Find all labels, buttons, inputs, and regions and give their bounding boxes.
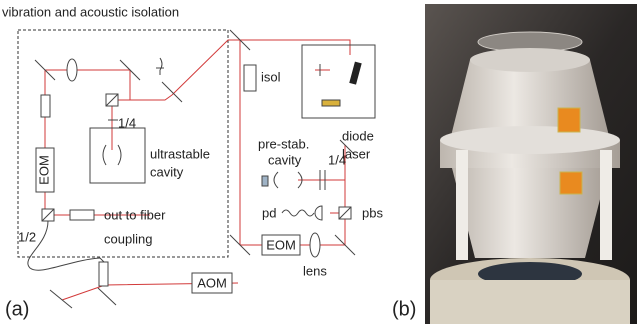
label: pd [262, 205, 276, 220]
panel-label: (a) [5, 298, 29, 320]
label: 1/2 [18, 229, 36, 244]
label: 1/4 [328, 152, 346, 167]
label: laser [342, 146, 371, 161]
photo [425, 4, 637, 324]
label: diode [342, 128, 374, 143]
label: 1/4 [118, 115, 136, 130]
label: isol [261, 69, 281, 84]
label: AOM [197, 275, 227, 290]
isolation-title: vibration and acoustic isolation [2, 4, 179, 19]
label: pre-stab. [258, 136, 309, 151]
label: coupling [104, 231, 152, 246]
label: cavity [268, 152, 302, 167]
label: EOM [36, 155, 51, 185]
label: cavity [150, 164, 184, 179]
label: lens [303, 263, 327, 278]
label: out to fiber [104, 207, 166, 222]
label: pbs [362, 205, 383, 220]
panel-label: (b) [392, 298, 416, 320]
beam-paths [45, 40, 350, 300]
labels: 1/4 EOM ultrastable cavity 1/2 out to fi… [5, 69, 416, 320]
label: EOM [266, 237, 296, 252]
label: ultrastable [150, 146, 210, 161]
figure: vibration and acoustic isolation [0, 0, 637, 324]
isolation-box [18, 30, 228, 257]
